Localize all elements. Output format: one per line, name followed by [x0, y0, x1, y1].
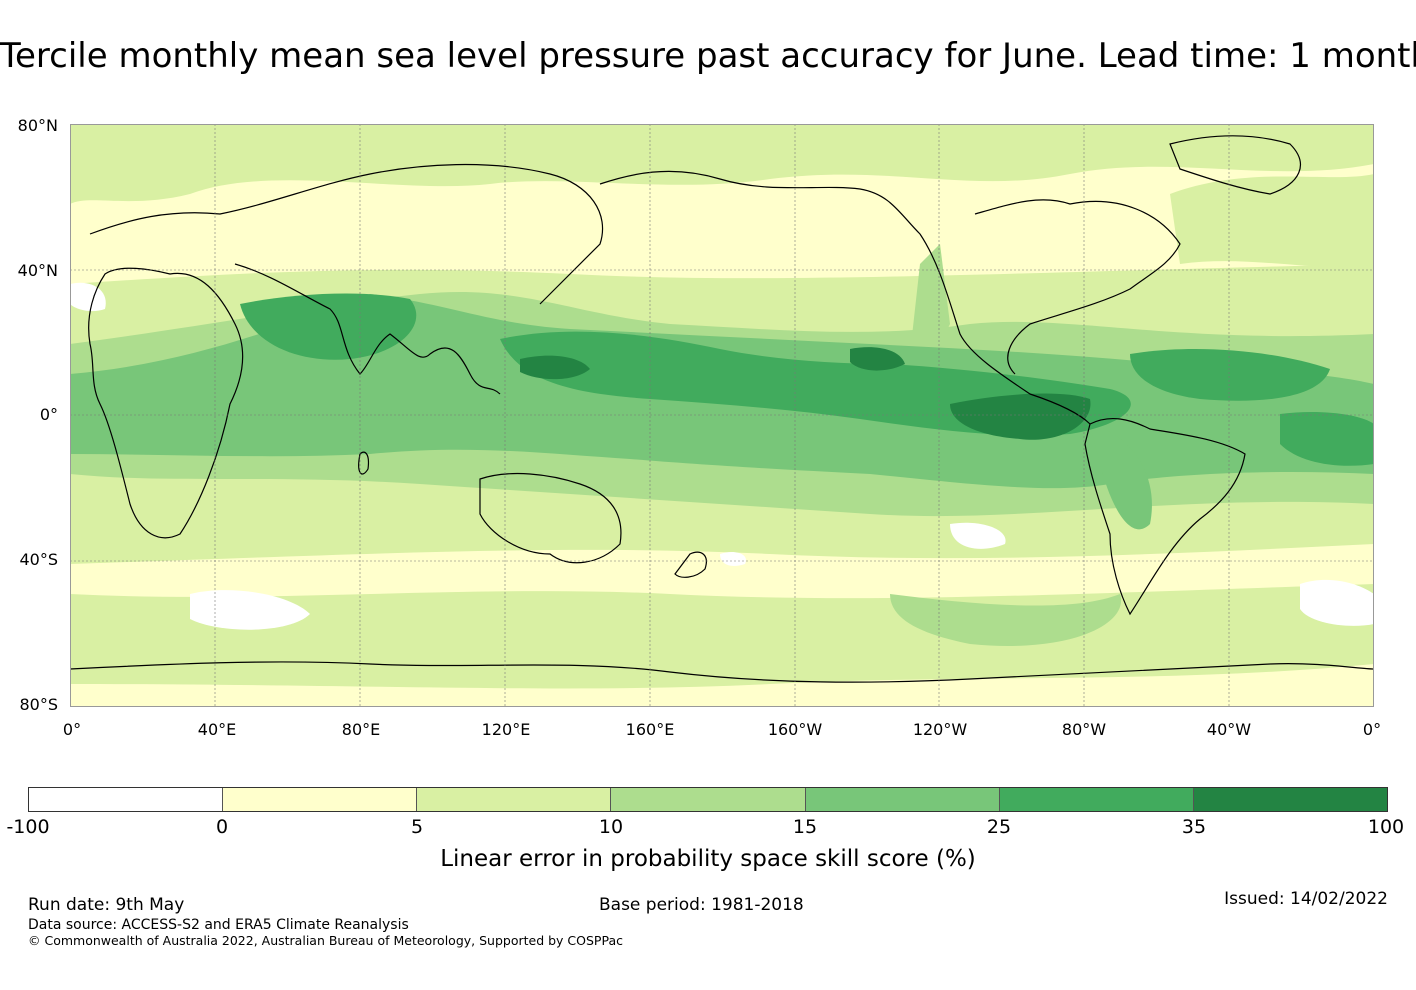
map-title: Tercile monthly mean sea level pressure …	[0, 36, 1416, 76]
colorbar-segment	[999, 788, 1194, 811]
colorbar-tick: 100	[1367, 816, 1405, 838]
colorbar-segment	[417, 788, 612, 811]
lat-label-80n: 80°N	[17, 116, 58, 135]
colorbar-segment	[611, 788, 806, 811]
colorbar-segment	[223, 788, 418, 811]
skill-field	[70, 124, 1374, 707]
colorbar-tick: 0	[215, 816, 229, 838]
lon-label-120w: 120°W	[912, 720, 968, 739]
lat-label-0: 0°	[39, 405, 58, 424]
lon-label-160e: 160°E	[625, 720, 675, 739]
lon-label-0-left: 0°	[62, 720, 82, 739]
colorbar-segment	[29, 788, 224, 811]
lat-label-40s: 40°S	[19, 550, 58, 569]
colorbar-tick: -100	[6, 816, 50, 838]
run-date: Run date: 9th May	[28, 895, 185, 915]
colorbar-segment	[1193, 788, 1387, 811]
lon-label-160w: 160°W	[767, 720, 823, 739]
lon-label-0-right: 0°	[1362, 720, 1382, 739]
colorbar-tick: 5	[410, 816, 424, 838]
colorbar	[28, 787, 1388, 812]
base-period: Base period: 1981-2018	[599, 895, 804, 915]
lon-label-40e: 40°E	[197, 720, 237, 739]
lon-label-80w: 80°W	[1061, 720, 1107, 739]
issued-date: Issued: 14/02/2022	[1224, 889, 1388, 909]
data-source: Data source: ACCESS-S2 and ERA5 Climate …	[28, 917, 409, 933]
lat-label-80s: 80°S	[19, 695, 58, 714]
colorbar-tick: 35	[1181, 816, 1207, 838]
lon-label-80e: 80°E	[341, 720, 381, 739]
lon-label-120e: 120°E	[481, 720, 531, 739]
colorbar-tick: 10	[598, 816, 624, 838]
lat-label-40n: 40°N	[17, 261, 58, 280]
colorbar-tick: 15	[792, 816, 818, 838]
lon-label-40w: 40°W	[1206, 720, 1252, 739]
colorbar-label: Linear error in probability space skill …	[440, 846, 976, 872]
colorbar-tick: 25	[986, 816, 1012, 838]
skill-map	[70, 124, 1374, 707]
colorbar-segment	[805, 788, 1000, 811]
copyright: © Commonwealth of Australia 2022, Austra…	[28, 933, 623, 948]
